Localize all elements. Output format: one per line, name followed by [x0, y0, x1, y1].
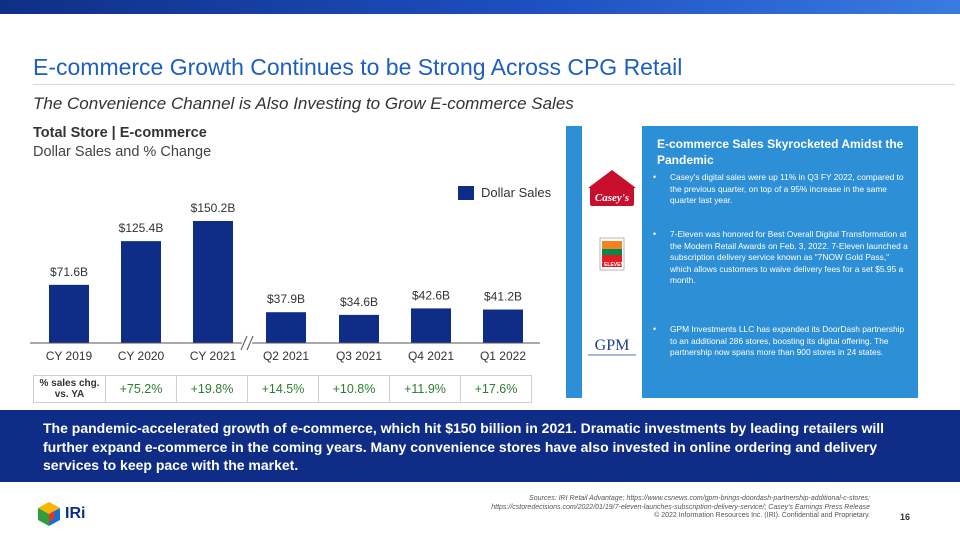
sources-line: Sources: IRI Retail Advantage; https://w…: [529, 495, 870, 502]
bar-value-label: $41.2B: [484, 290, 522, 304]
summary-text: The pandemic-accelerated growth of e-com…: [43, 420, 885, 473]
bullet-gpm: • GPM Investments LLC has expanded its D…: [650, 324, 912, 359]
svg-text:Casey's: Casey's: [595, 192, 629, 204]
category-label: Q3 2021: [336, 349, 382, 363]
summary-band: [0, 410, 960, 482]
pct-change-cell: +14.5%: [247, 375, 319, 403]
bar-value-label: $71.6B: [50, 265, 88, 279]
legend-label: Dollar Sales: [481, 185, 552, 200]
bar: [339, 314, 379, 343]
bar: [193, 221, 233, 343]
axis-break-mark: [246, 335, 254, 351]
legend-swatch: [458, 185, 474, 200]
chart-title: Total Store | E-commerce: [33, 125, 207, 141]
bullet-text: 7-Eleven was honored for Best Overall Di…: [670, 229, 908, 286]
sources-note: Sources: IRI Retail Advantage; https://w…: [380, 495, 870, 521]
pct-change-cell: +75.2%: [105, 375, 177, 403]
pct-change-cell: +11.9%: [389, 375, 461, 403]
bullet-dot: •: [653, 324, 657, 334]
axis-break-mark: [240, 335, 248, 351]
bar: [411, 308, 451, 343]
caseys-logo: Casey's: [588, 170, 636, 206]
top-accent-bar: [0, 0, 960, 14]
seven-eleven-logo: 7 ELEVEN: [599, 237, 625, 271]
page-number: 16: [900, 512, 911, 522]
pct-change-label: % sales chg. vs. YA: [33, 375, 106, 403]
bar: [483, 309, 523, 343]
category-label: CY 2019: [46, 349, 93, 363]
category-label: Q4 2021: [408, 349, 454, 363]
bar-value-label: $125.4B: [119, 221, 164, 235]
pct-change-cell: +10.8%: [318, 375, 390, 403]
retailer-logo-column: Casey's 7 ELEVEN GPM: [582, 126, 642, 398]
bullet-dot: •: [653, 229, 657, 239]
copyright-line: © 2022 Information Resources Inc. (IRI).…: [654, 512, 870, 520]
bar-value-label: $150.2B: [191, 201, 236, 215]
bullet-caseys: • Casey's digital sales were up 11% in Q…: [650, 172, 912, 207]
bar: [49, 284, 89, 343]
iri-brand-text: IRi: [65, 505, 86, 522]
bar: [266, 312, 306, 343]
pct-change-table: % sales chg. vs. YA +75.2% +19.8% +14.5%…: [33, 375, 532, 403]
pct-change-cell: +17.6%: [460, 375, 532, 403]
sources-line: https://cstoredecisions.com/2022/01/19/7…: [491, 503, 870, 511]
category-label: Q2 2021: [263, 349, 309, 363]
bar-value-label: $42.6B: [412, 288, 450, 302]
bullet-text: Casey's digital sales were up 11% in Q3 …: [670, 172, 904, 206]
bullet-seven-eleven: • 7-Eleven was honored for Best Overall …: [650, 229, 912, 287]
iri-cube-icon: [38, 502, 60, 526]
slide-title: E-commerce Growth Continues to be Strong…: [33, 54, 683, 80]
pct-change-cell: +19.8%: [176, 375, 248, 403]
chart-subtitle: Dollar Sales and % Change: [33, 144, 212, 160]
bullet-dot: •: [653, 172, 657, 182]
category-label: Q1 2022: [480, 349, 526, 363]
gpm-logo: GPM: [588, 337, 636, 356]
category-label: CY 2020: [118, 349, 165, 363]
pct-change-row: % sales chg. vs. YA +75.2% +19.8% +14.5%…: [33, 375, 532, 403]
category-label: CY 2021: [190, 349, 237, 363]
logo-stack: Casey's 7 ELEVEN GPM: [588, 170, 636, 356]
bar-value-label: $34.6B: [340, 295, 378, 309]
bullet-text: GPM Investments LLC has expanded its Doo…: [670, 324, 905, 358]
chart-legend: Dollar Sales: [458, 185, 551, 200]
bar-value-label: $37.9B: [267, 292, 305, 306]
bar-chart: $71.6B CY 2019 $125.4B CY 2020 $150.2B CY 202…: [30, 201, 540, 363]
iri-logo: IRi: [37, 501, 85, 527]
title-divider: [33, 84, 955, 85]
bar: [121, 241, 161, 343]
svg-text:7 ELEVEN: 7 ELEVEN: [600, 262, 625, 268]
svg-text:GPM: GPM: [595, 337, 630, 354]
slide-subtitle: The Convenience Channel is Also Investin…: [33, 94, 574, 113]
panel-heading: E-commerce Sales Skyrocketed Amidst the …: [657, 137, 904, 167]
